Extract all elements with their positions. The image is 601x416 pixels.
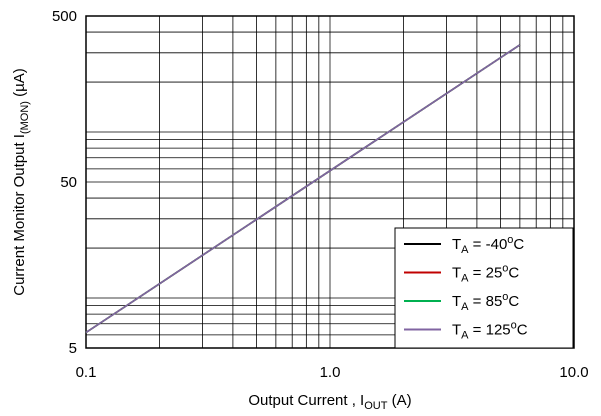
tick-labels: 0.1 1.0 10.0 5 50 500 — [52, 8, 589, 381]
y-tick-label: 5 — [69, 340, 77, 357]
legend-label-2: TA = 25oC — [452, 263, 519, 285]
y-axis-title: Current Monitor Output I(MON) (µA) — [11, 68, 31, 296]
legend-label-3: TA = 85oC — [452, 291, 519, 313]
y-tick-label: 500 — [52, 8, 77, 25]
series-lines — [85, 44, 521, 334]
series-line-4 — [85, 44, 521, 334]
x-tick-label: 10.0 — [559, 364, 588, 381]
plot-area-border — [85, 15, 575, 349]
legend-box — [394, 227, 574, 349]
legend-label-4: TA = 125oC — [452, 320, 528, 342]
x-tick-label: 0.1 — [76, 364, 97, 381]
x-axis-title: Output Current , IOUT (A) — [248, 392, 411, 412]
legend: TA = -40oC TA = 25oC TA = 85oC TA = 125oC — [394, 227, 574, 349]
x-tick-label: 1.0 — [320, 364, 341, 381]
legend-label-1: TA = -40oC — [452, 234, 524, 256]
y-tick-label: 50 — [60, 174, 77, 191]
